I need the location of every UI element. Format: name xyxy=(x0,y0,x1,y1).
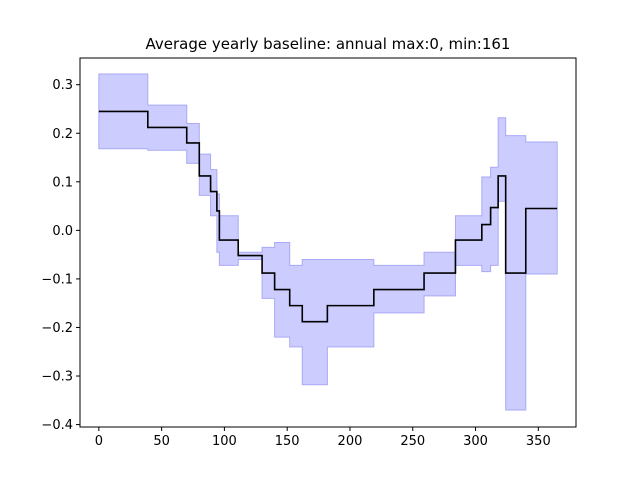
confidence-band xyxy=(98,73,558,411)
plot-area xyxy=(98,73,558,411)
y-tick-label: 0.3 xyxy=(52,78,73,93)
y-tick-label: −0.2 xyxy=(41,321,73,336)
y-tick-label: 0.0 xyxy=(52,224,73,239)
x-tick-label: 200 xyxy=(338,434,363,449)
y-tick-label: −0.4 xyxy=(41,418,73,433)
x-tick-label: 50 xyxy=(153,434,170,449)
plot-content xyxy=(98,73,558,411)
y-tick-label: 0.1 xyxy=(52,175,73,190)
x-tick-label: 150 xyxy=(275,434,300,449)
x-tick-label: 300 xyxy=(463,434,488,449)
chart-title: Average yearly baseline: annual max:0, m… xyxy=(146,35,511,53)
x-tick-label: 0 xyxy=(95,434,103,449)
axes: 0 50 100 150 200 250 300 350 −0.4 −0.3 −0.2 −0.1 0.0… xyxy=(41,57,577,449)
x-tick-label: 350 xyxy=(526,434,551,449)
x-tick-label: 250 xyxy=(400,434,425,449)
y-tick-label: −0.1 xyxy=(41,272,73,287)
axes-frame xyxy=(79,57,577,428)
x-tick-label: 100 xyxy=(212,434,237,449)
y-tick-label: −0.3 xyxy=(41,370,73,385)
y-tick-label: 0.2 xyxy=(52,127,73,142)
series-line-0 xyxy=(98,110,558,323)
